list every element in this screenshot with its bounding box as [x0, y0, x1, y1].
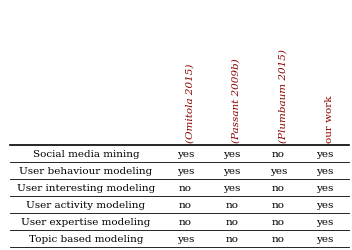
- Text: no: no: [272, 149, 285, 158]
- Text: no: no: [272, 183, 285, 192]
- Text: yes: yes: [316, 166, 334, 175]
- Text: yes: yes: [316, 183, 334, 192]
- Text: yes: yes: [223, 149, 240, 158]
- Text: no: no: [272, 234, 285, 244]
- Text: (Omitola 2015): (Omitola 2015): [185, 64, 194, 142]
- Text: yes: yes: [223, 183, 240, 192]
- Text: yes: yes: [223, 166, 240, 175]
- Text: yes: yes: [177, 149, 194, 158]
- Text: yes: yes: [316, 234, 334, 244]
- Text: User expertise modeling: User expertise modeling: [21, 218, 151, 226]
- Text: our work: our work: [325, 95, 334, 142]
- Text: no: no: [272, 200, 285, 209]
- Text: no: no: [225, 200, 238, 209]
- Text: Topic based modeling: Topic based modeling: [29, 234, 143, 244]
- Text: (Plumbaum 2015): (Plumbaum 2015): [278, 49, 288, 142]
- Text: (Passant 2009b): (Passant 2009b): [232, 58, 241, 142]
- Text: User activity modeling: User activity modeling: [26, 200, 145, 209]
- Text: yes: yes: [316, 218, 334, 226]
- Text: no: no: [179, 218, 192, 226]
- Text: User interesting modeling: User interesting modeling: [17, 183, 155, 192]
- Text: no: no: [225, 234, 238, 244]
- Text: yes: yes: [316, 149, 334, 158]
- Text: yes: yes: [177, 166, 194, 175]
- Text: yes: yes: [316, 200, 334, 209]
- Text: User behaviour modeling: User behaviour modeling: [19, 166, 152, 175]
- Text: no: no: [179, 183, 192, 192]
- Text: yes: yes: [270, 166, 287, 175]
- Text: yes: yes: [177, 234, 194, 244]
- Text: Social media mining: Social media mining: [33, 149, 139, 158]
- Text: no: no: [272, 218, 285, 226]
- Text: no: no: [225, 218, 238, 226]
- Text: no: no: [179, 200, 192, 209]
